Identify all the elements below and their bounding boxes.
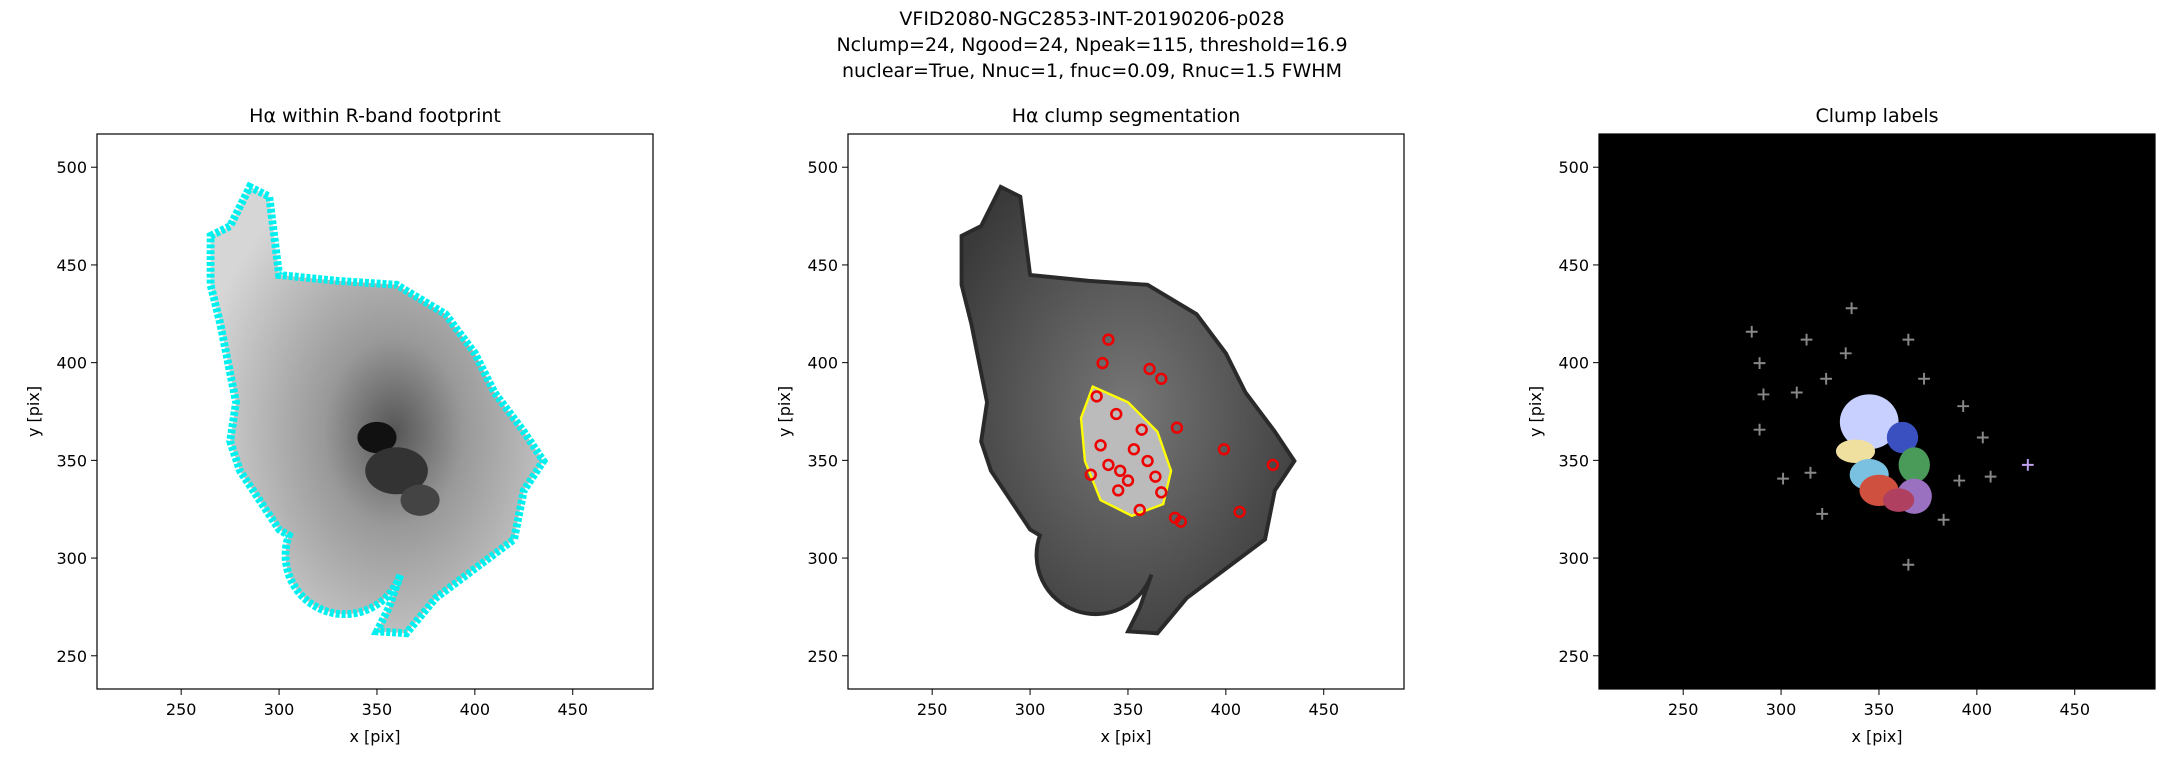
x-tick-label: 250 — [166, 700, 197, 719]
y-tick-label: 450 — [56, 256, 87, 275]
image-3 — [1599, 134, 2155, 689]
x-tick-label: 450 — [2059, 700, 2090, 719]
x-tick-label: 300 — [1015, 700, 1046, 719]
y-tick-label: 400 — [807, 354, 838, 373]
y-axis-label: y [pix] — [1526, 386, 1545, 437]
y-tick-label: 300 — [807, 549, 838, 568]
axes-frame — [847, 133, 1405, 690]
y-tick-label: 300 — [56, 549, 87, 568]
image-2 — [959, 184, 1297, 636]
x-axis-label: x [pix] — [1100, 727, 1151, 746]
y-tick-label: 450 — [807, 256, 838, 275]
y-axis-label: y [pix] — [24, 386, 43, 437]
x-tick-label: 350 — [1864, 700, 1895, 719]
x-tick-label: 250 — [1668, 700, 1699, 719]
x-tick-label: 400 — [460, 700, 491, 719]
x-axis-label: x [pix] — [349, 727, 400, 746]
y-axis-label: y [pix] — [775, 386, 794, 437]
y-tick-label: 250 — [56, 647, 87, 666]
x-tick-label: 350 — [1113, 700, 1144, 719]
x-tick-label: 400 — [1211, 700, 1242, 719]
x-tick-label: 400 — [1962, 700, 1993, 719]
y-tick-label: 450 — [1558, 256, 1589, 275]
image-1 — [211, 187, 544, 633]
x-tick-label: 450 — [1308, 700, 1339, 719]
suptitle: nuclear=True, Nnuc=1, fnuc=0.09, Rnuc=1.… — [842, 60, 1342, 82]
y-tick-label: 500 — [807, 158, 838, 177]
x-tick-label: 250 — [917, 700, 948, 719]
y-tick-label: 350 — [1558, 451, 1589, 470]
y-tick-label: 500 — [1558, 158, 1589, 177]
x-tick-label: 300 — [264, 700, 295, 719]
axes-title: Clump labels — [1815, 105, 1938, 127]
y-tick-label: 500 — [56, 158, 87, 177]
axes-frame — [96, 133, 654, 690]
x-tick-label: 450 — [557, 700, 588, 719]
axes-title: Hα within R-band footprint — [249, 105, 501, 127]
y-tick-label: 250 — [807, 647, 838, 666]
axes-frame — [1598, 133, 2156, 690]
y-tick-label: 350 — [807, 451, 838, 470]
axes-title: Hα clump segmentation — [1012, 105, 1241, 127]
suptitle: Nclump=24, Ngood=24, Npeak=115, threshol… — [836, 34, 1347, 56]
x-tick-label: 300 — [1766, 700, 1797, 719]
suptitle: VFID2080-NGC2853-INT-20190206-p028 — [899, 8, 1284, 30]
y-tick-label: 300 — [1558, 549, 1589, 568]
y-tick-label: 350 — [56, 451, 87, 470]
x-axis-label: x [pix] — [1851, 727, 1902, 746]
x-tick-label: 350 — [362, 700, 393, 719]
y-tick-label: 400 — [56, 354, 87, 373]
y-tick-label: 250 — [1558, 647, 1589, 666]
y-tick-label: 400 — [1558, 354, 1589, 373]
